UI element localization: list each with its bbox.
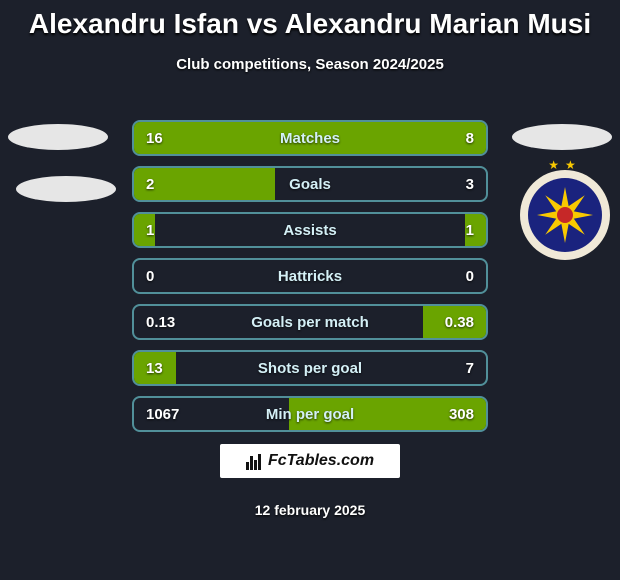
placeholder-ellipse — [16, 176, 116, 202]
value-right: 7 — [466, 352, 474, 384]
comparison-rows: 16Matches8 2Goals3 1Assists1 0Hattricks0 0.1… — [132, 120, 488, 442]
stat-row: 0Hattricks0 — [132, 258, 488, 294]
club-dot-icon — [557, 207, 573, 223]
stat-label: Min per goal — [134, 398, 486, 430]
placeholder-ellipse — [512, 124, 612, 150]
page-title: Alexandru Isfan vs Alexandru Marian Musi — [0, 0, 620, 40]
stat-label: Assists — [134, 214, 486, 246]
stat-label: Shots per goal — [134, 352, 486, 384]
stat-label: Goals — [134, 168, 486, 200]
value-right: 308 — [449, 398, 474, 430]
footer-date: 12 february 2025 — [0, 502, 620, 518]
club-logo-inner — [528, 178, 602, 252]
club-logo: ★★ — [520, 170, 610, 260]
value-right: 1 — [466, 214, 474, 246]
stat-label: Matches — [134, 122, 486, 154]
value-right: 0 — [466, 260, 474, 292]
stat-row: 0.13Goals per match0.38 — [132, 304, 488, 340]
stat-label: Goals per match — [134, 306, 486, 338]
stat-label: Hattricks — [134, 260, 486, 292]
stat-row: 1Assists1 — [132, 212, 488, 248]
brand-badge: FcTables.com — [220, 444, 400, 478]
subtitle: Club competitions, Season 2024/2025 — [0, 56, 620, 73]
player-left-badge — [0, 100, 118, 240]
placeholder-ellipse — [8, 124, 108, 150]
value-right: 8 — [466, 122, 474, 154]
stat-row: 13Shots per goal7 — [132, 350, 488, 386]
club-mini-stars: ★★ — [548, 158, 582, 172]
stat-row: 2Goals3 — [132, 166, 488, 202]
stat-row: 1067Min per goal308 — [132, 396, 488, 432]
brand-text: FcTables.com — [268, 452, 374, 470]
value-right: 3 — [466, 168, 474, 200]
player-right-badge: ★★ — [502, 100, 620, 240]
brand-bars-icon — [246, 452, 262, 470]
value-right: 0.38 — [445, 306, 474, 338]
stat-row: 16Matches8 — [132, 120, 488, 156]
